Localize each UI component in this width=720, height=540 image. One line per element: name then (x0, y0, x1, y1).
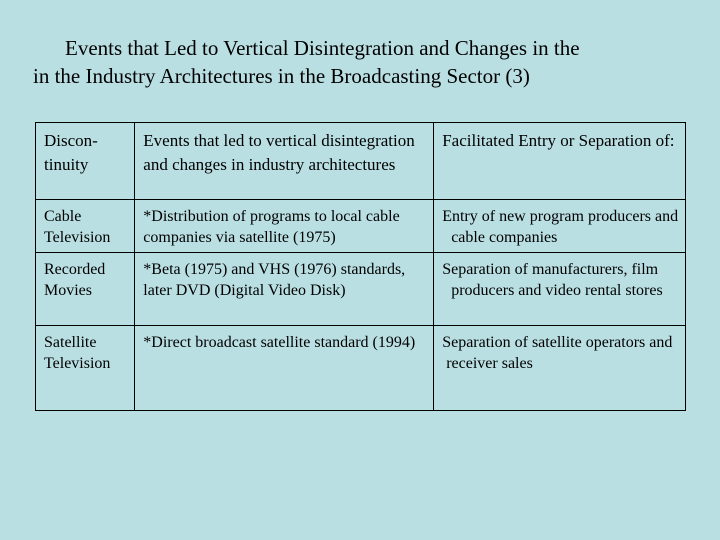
cell-discontinuity: Recorded Movies (34, 252, 136, 326)
header-facilitated-entry: Facilitated Entry or Separation of: (433, 122, 686, 200)
cell-entry-text: Separation of manufacturers, film produc… (442, 261, 663, 299)
cell-events: *Direct broadcast satellite standard (19… (134, 325, 435, 411)
table-row: Cable Television *Distribution of progra… (34, 199, 686, 253)
slide-title: Events that Led to Vertical Disintegrati… (33, 34, 693, 90)
cell-entry-text: Separation of satellite operators and re… (442, 334, 673, 372)
slide-title-line-1: Events that Led to Vertical Disintegrati… (65, 36, 580, 60)
cell-discontinuity: Satellite Television (34, 325, 136, 411)
cell-entry: Separation of satellite operators and re… (433, 325, 686, 411)
cell-events: *Beta (1975) and VHS (1976) standards, l… (134, 252, 435, 326)
table-row: Recorded Movies *Beta (1975) and VHS (19… (34, 252, 686, 326)
slide-title-line-2: in the Industry Architectures in the Bro… (33, 64, 530, 88)
cell-entry: Separation of manufacturers, film produc… (433, 252, 686, 326)
cell-entry-text: Entry of new program producers and cable… (442, 208, 679, 246)
table-row: Satellite Television *Direct broadcast s… (34, 325, 686, 411)
header-discontinuity: Discon-tinuity (34, 122, 136, 200)
cell-discontinuity: Cable Television (34, 199, 136, 253)
cell-entry: Entry of new program producers and cable… (433, 199, 686, 253)
events-table: Discon-tinuity Events that led to vertic… (34, 122, 686, 411)
table-header-row: Discon-tinuity Events that led to vertic… (34, 122, 686, 200)
cell-events: *Distribution of programs to local cable… (134, 199, 435, 253)
header-events: Events that led to vertical disintegrati… (134, 122, 435, 200)
